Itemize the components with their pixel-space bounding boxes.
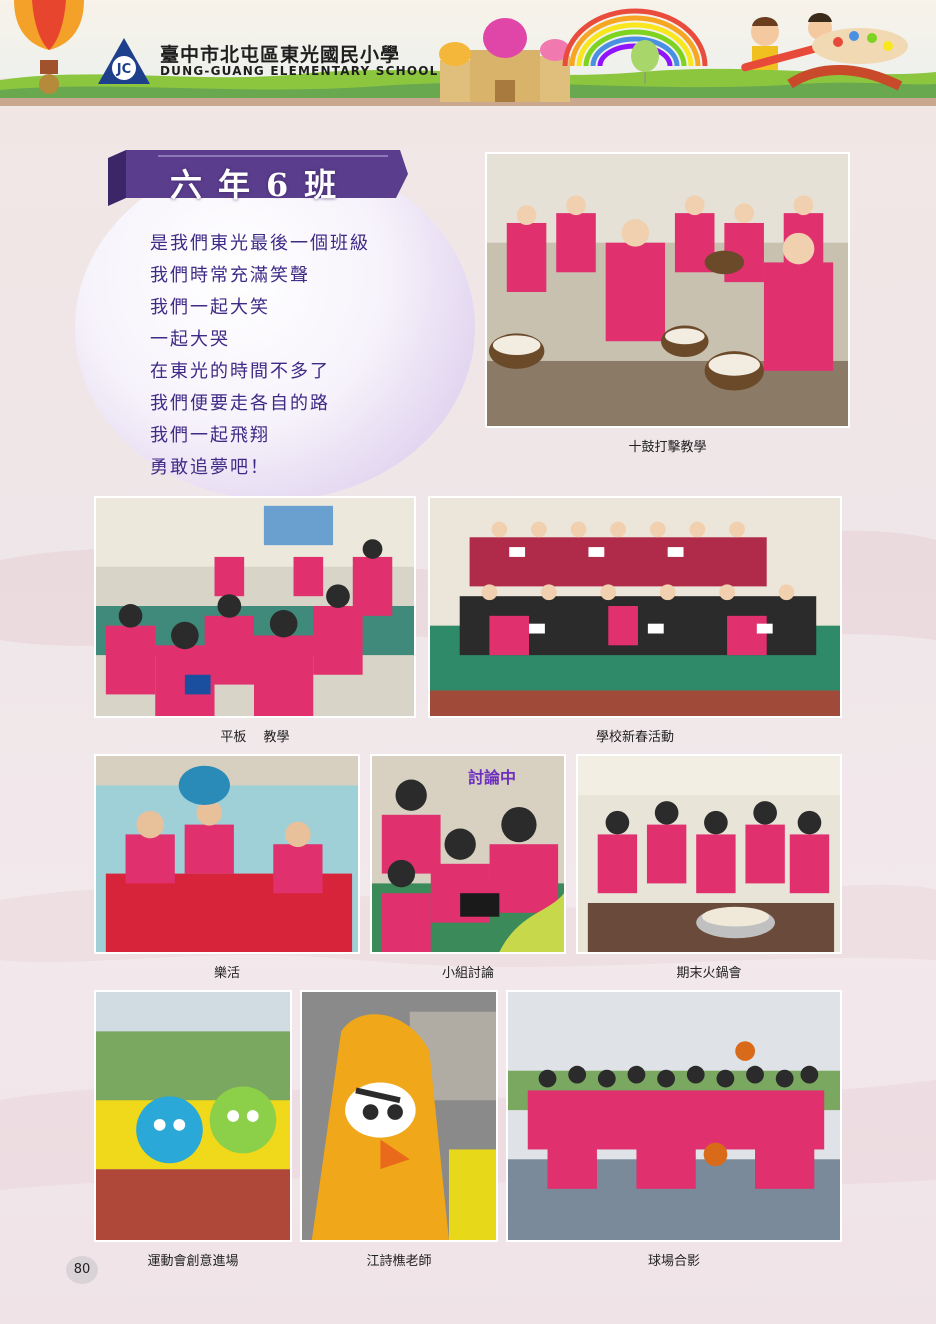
poem-line: 我們一起飛翔	[150, 425, 270, 446]
school-logo: JC	[98, 38, 150, 84]
photo-hotpot-party	[576, 754, 842, 954]
kids-painting-illustration	[741, 13, 908, 91]
hot-air-balloon-illustration	[14, 0, 84, 94]
poem-line: 在東光的時間不多了	[150, 361, 330, 382]
caption-drums: 十鼓打擊教學	[628, 440, 707, 455]
caption-group-discussion: 小組討論	[441, 966, 494, 981]
poem-line: 勇敢追夢吧！	[150, 457, 270, 478]
photo-court-group	[506, 990, 842, 1242]
poem-line: 我們一起大笑	[150, 297, 270, 318]
svg-text:JC: JC	[116, 62, 131, 77]
caption-tablet-class: 平板 教學	[220, 730, 290, 745]
caption-music-activity: 樂活	[213, 966, 240, 981]
photo-group-discussion	[370, 754, 566, 954]
caption-hotpot-party: 期末火鍋會	[676, 966, 742, 981]
photo-drums	[485, 152, 850, 428]
caption-new-year-event: 學校新春活動	[595, 730, 674, 745]
class-title: 六年6班	[170, 166, 353, 204]
class-poem: 是我們東光最後一個班級 我們時常充滿笑聲 我們一起大笑 一起大哭 在東光的時間不…	[150, 228, 370, 484]
photo-new-year-event	[428, 496, 842, 718]
photo-teacher	[300, 990, 498, 1242]
photo-sports-parade	[94, 990, 292, 1242]
class-intro-circle	[75, 155, 475, 500]
photo-music-activity	[94, 754, 360, 954]
discussion-tag: 討論中	[468, 768, 517, 787]
school-name-english: DUNG-GUANG ELEMENTARY SCHOOL	[160, 64, 439, 78]
poem-line: 我們便要走各自的路	[150, 393, 330, 414]
castle-illustration	[439, 18, 570, 102]
class-title-banner	[108, 150, 408, 206]
caption-sports-parade: 運動會創意進場	[147, 1254, 239, 1269]
poem-line: 我們時常充滿笑聲	[150, 265, 310, 286]
poem-line: 是我們東光最後一個班級	[150, 233, 370, 254]
school-name-chinese: 臺中市北屯區東光國民小學	[160, 44, 401, 66]
caption-court-group: 球場合影	[647, 1254, 700, 1269]
green-balloon-illustration	[631, 40, 659, 84]
caption-teacher: 江詩樵老師	[366, 1254, 432, 1269]
rainbow-illustration	[562, 8, 708, 66]
poem-line: 一起大哭	[150, 329, 230, 350]
photo-tablet-class	[94, 496, 416, 718]
page-number: 80	[66, 1256, 98, 1284]
page-header: JC 臺中市北屯區東光國民小學 DUNG-GUANG ELEMENTARY SC…	[0, 0, 936, 110]
